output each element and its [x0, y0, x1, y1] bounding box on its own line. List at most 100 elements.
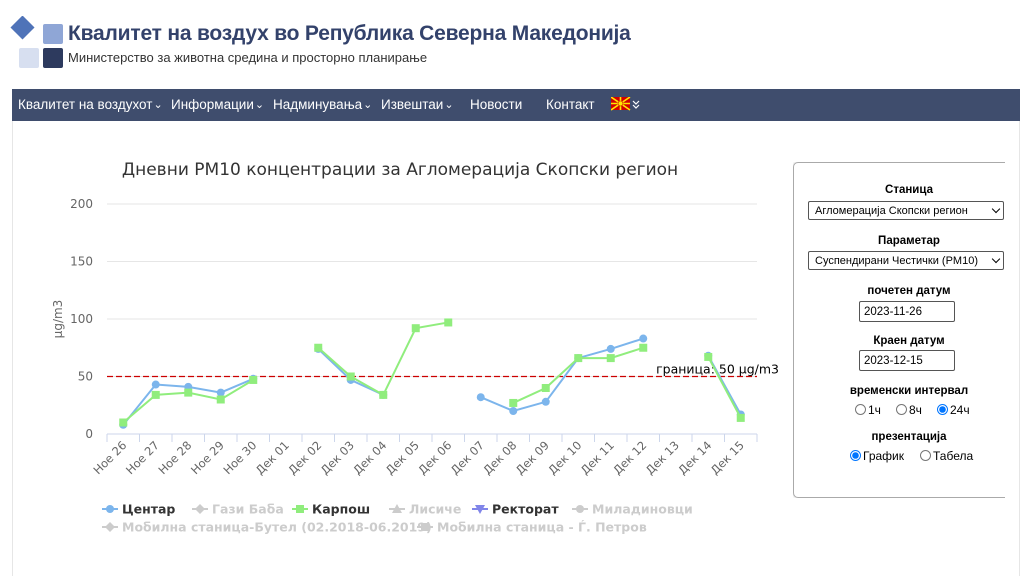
- x-tick-label: Ное 29: [188, 438, 227, 477]
- legend-label: Гази Баба: [212, 502, 284, 517]
- marker: [574, 354, 583, 363]
- legend-item[interactable]: Центар: [102, 502, 175, 517]
- legend-item[interactable]: Мобилна станица - Ѓ. Петров: [417, 520, 647, 535]
- nav-item[interactable]: Контакт: [546, 89, 595, 121]
- marker: [576, 505, 584, 513]
- marker: [216, 395, 225, 404]
- legend-item[interactable]: Карпош: [292, 502, 370, 517]
- station-select[interactable]: Агломерација Скопски регион: [808, 201, 1004, 220]
- content: [12, 121, 1020, 576]
- nav-chevron: ⌄: [444, 99, 454, 111]
- x-tick-label: Ное 30: [220, 438, 259, 477]
- legend-label: Карпош: [312, 502, 370, 517]
- nav-label: Надминувања: [273, 97, 363, 112]
- field-label: временски интервал: [849, 385, 969, 397]
- nav-chevron: ⌄: [363, 99, 373, 111]
- nav-label: Извештаи: [381, 97, 444, 112]
- marker: [704, 352, 713, 361]
- y-tick-label: 150: [70, 255, 93, 269]
- y-tick-label: 100: [70, 312, 93, 326]
- radio-button[interactable]: [855, 404, 866, 415]
- marker: [392, 504, 402, 513]
- radio-label: График: [863, 449, 904, 463]
- marker: [314, 343, 323, 352]
- x-tick-label: Дек 03: [318, 438, 357, 477]
- nav-item[interactable]: Надминувања⌄: [273, 89, 372, 121]
- radio-option[interactable]: 8ч: [896, 403, 922, 417]
- x-tick-label: Дек 10: [545, 438, 584, 477]
- series-line: [122, 337, 742, 426]
- marker: [606, 354, 615, 363]
- legend-item[interactable]: Мобилна станица-Бутел (02.2018-06.2019): [102, 520, 432, 535]
- marker: [296, 505, 304, 513]
- nav-label: Новости: [470, 97, 523, 112]
- start-date-input[interactable]: 2023-11-26: [859, 301, 955, 322]
- end-date-input[interactable]: 2023-12-15: [859, 350, 955, 371]
- marker: [106, 505, 114, 513]
- radio-label: 1ч: [868, 403, 881, 417]
- radio-option[interactable]: 24ч: [937, 403, 970, 417]
- filter-panel-box: Станица Агломерација Скопски регион Параме…: [793, 162, 1005, 498]
- threshold-label: граница: 50 μg/m3: [656, 362, 779, 377]
- marker: [541, 384, 550, 392]
- radio-option[interactable]: График: [850, 449, 904, 463]
- x-tick-label: Дек 06: [415, 438, 454, 477]
- x-tick-label: Дек 12: [610, 438, 649, 477]
- chart-title: Дневни PM10 концентрации за Агломерација…: [122, 160, 678, 180]
- parameter-select[interactable]: Суспендирани Честички (PM10): [808, 251, 1004, 270]
- radio-label: Табела: [933, 449, 974, 463]
- nav-item[interactable]: Квалитет на воздухот⌄: [18, 89, 163, 121]
- x-tick-label: Дек 14: [675, 438, 714, 477]
- field-label: Станица: [885, 184, 933, 196]
- field-label: презентација: [871, 431, 947, 443]
- x-tick-label: Дек 15: [708, 438, 747, 477]
- radio-label: 24ч: [950, 403, 970, 417]
- legend-label: Мобилна станица - Ѓ. Петров: [437, 520, 647, 535]
- nav-item[interactable]: Извештаи⌄: [381, 89, 454, 121]
- radio-button[interactable]: [937, 404, 948, 415]
- site-title: Квалитет на воздух во Република Северна …: [68, 22, 631, 45]
- marker: [639, 343, 648, 352]
- nav-chevron: ⌄: [254, 99, 265, 111]
- legend-item[interactable]: Гази Баба: [192, 502, 284, 517]
- marker: [475, 505, 485, 514]
- series-line: [122, 321, 742, 424]
- radio-button[interactable]: [896, 404, 907, 415]
- field-label: Параметар: [878, 235, 940, 247]
- marker: [151, 380, 160, 389]
- site-subtitle: Министерство за животна средина и просто…: [68, 50, 428, 65]
- marker: [119, 418, 128, 427]
- marker: [421, 523, 429, 531]
- legend-label: Ректорат: [492, 502, 559, 517]
- legend-label: Миладиновци: [592, 502, 693, 517]
- field-label: Краен датум: [873, 335, 945, 347]
- marker: [411, 324, 420, 333]
- radio-button[interactable]: [920, 450, 931, 461]
- radio-option[interactable]: Табела: [920, 449, 973, 463]
- radio-button[interactable]: [850, 450, 861, 461]
- nav-chevron: ⌄: [153, 99, 163, 111]
- nav-item[interactable]: Новости: [470, 89, 522, 121]
- radio-label: 8ч: [909, 403, 922, 417]
- marker: [476, 393, 485, 402]
- y-tick-label: 50: [78, 370, 93, 384]
- radio-option[interactable]: 1ч: [855, 403, 881, 417]
- marker: [736, 413, 745, 422]
- x-tick-label: Дек 07: [448, 438, 487, 477]
- x-tick-label: Дек 13: [643, 438, 682, 477]
- legend-item[interactable]: Лисиче: [389, 502, 461, 517]
- marker: [249, 375, 258, 384]
- legend-item[interactable]: Ректорат: [472, 502, 559, 517]
- x-tick-label: Ное 26: [90, 438, 129, 477]
- marker: [151, 390, 160, 399]
- marker: [379, 390, 388, 399]
- legend-item[interactable]: Миладиновци: [572, 502, 693, 517]
- marker: [216, 388, 225, 397]
- y-tick-label: 200: [70, 197, 93, 211]
- filter-panel: Станица Агломерација Скопски регион Параме…: [793, 162, 1005, 498]
- x-tick-label: Дек 05: [383, 438, 422, 477]
- nav-item[interactable]: Информации⌄: [171, 89, 264, 121]
- language-flag[interactable]: [611, 97, 645, 113]
- logo: [10, 16, 63, 68]
